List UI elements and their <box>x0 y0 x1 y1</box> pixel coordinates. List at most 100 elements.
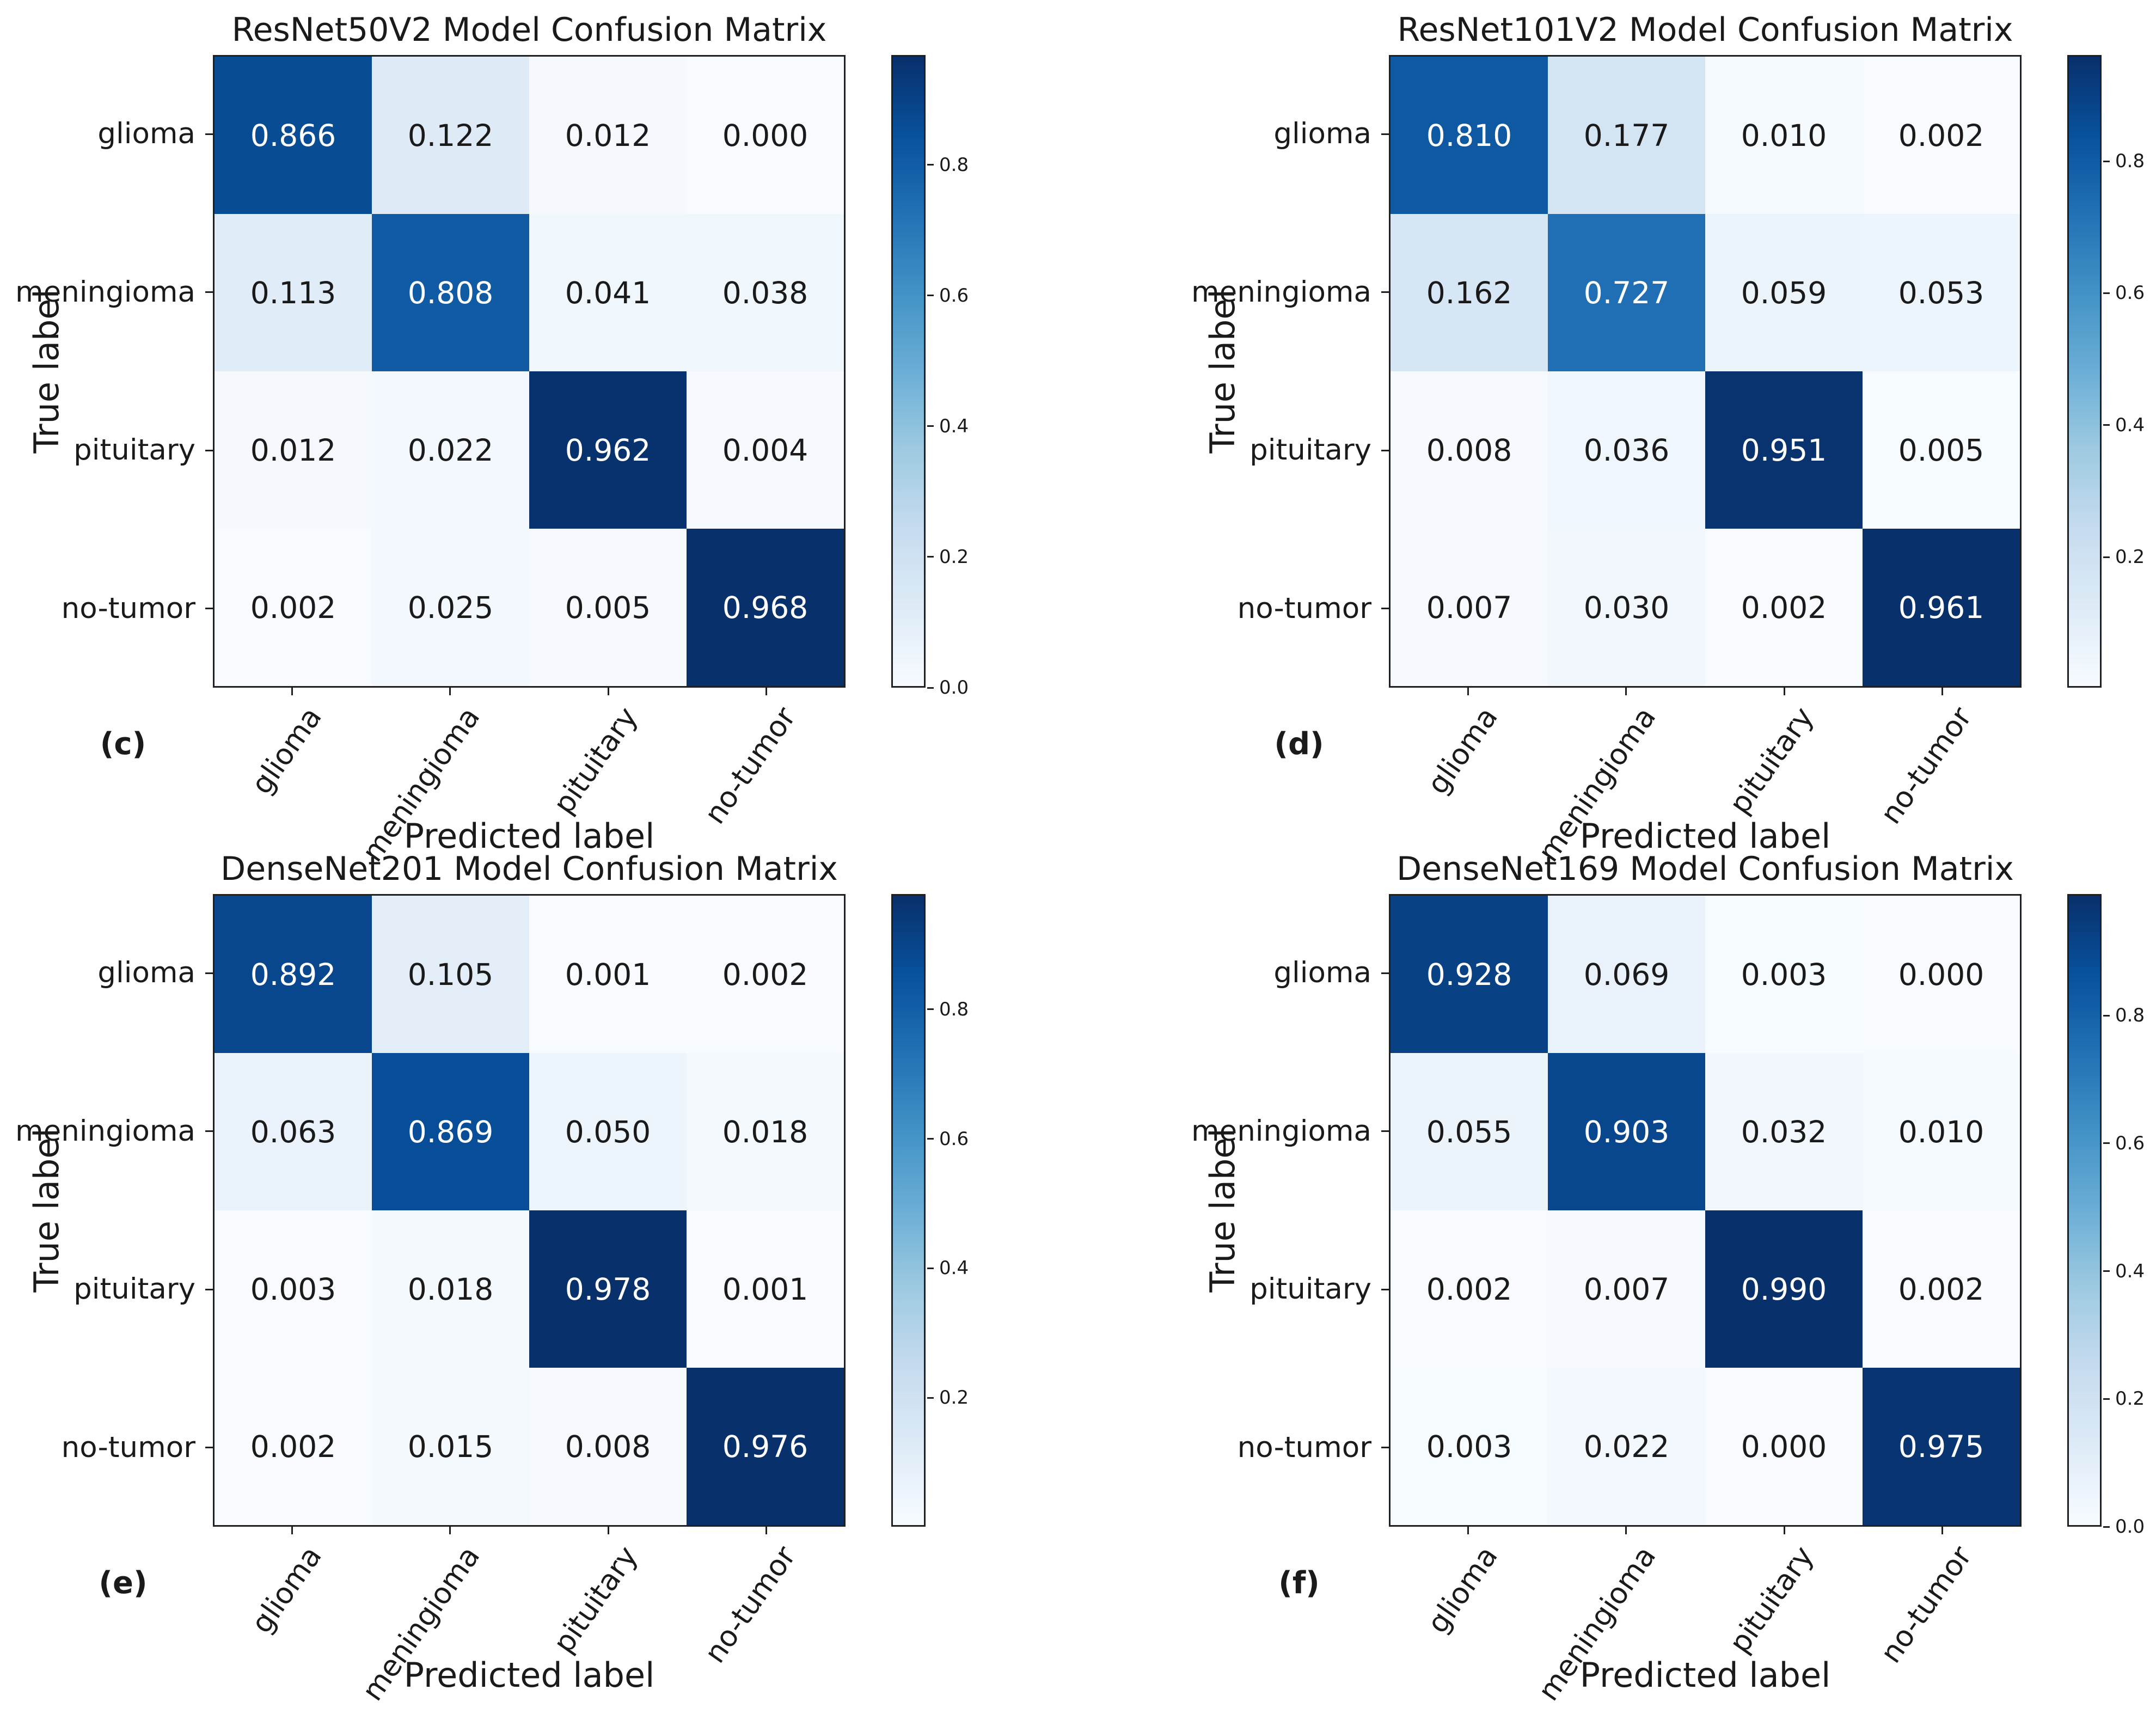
matrix-cell-r2c3: 0.002 <box>1863 1210 2020 1368</box>
y-tickmark <box>205 449 213 451</box>
x-axis-label: Predicted label <box>403 816 655 856</box>
y-tickmark <box>1381 1447 1389 1449</box>
matrix-cell-r1c0: 0.113 <box>215 214 372 371</box>
y-tickmark <box>1381 972 1389 974</box>
heatmap-grid: 0.928 0.069 0.003 0.000 0.055 0.903 0.032 0.010… <box>1389 894 2022 1527</box>
colorbar-tickmark <box>927 1008 934 1011</box>
y-axis-label: True label <box>1203 289 1242 454</box>
matrix-cell-r3c1: 0.030 <box>1548 529 1705 686</box>
matrix-cell-r2c0: 0.008 <box>1391 371 1548 529</box>
colorbar <box>891 894 926 1527</box>
x-tickmark <box>1467 1527 1469 1534</box>
matrix-cell-r0c3: 0.002 <box>687 896 844 1053</box>
colorbar-tickmark <box>927 556 934 558</box>
matrix-cell-r3c3: 0.975 <box>1863 1368 2020 1525</box>
colorbar-tickmark <box>927 1267 934 1269</box>
heatmap-grid: 0.810 0.177 0.010 0.002 0.162 0.727 0.059 0.053… <box>1389 55 2022 688</box>
colorbar-tick-label: 0.8 <box>939 998 969 1020</box>
xtick-pituitary: pituitary <box>547 1540 645 1660</box>
colorbar-tick-label: 0.4 <box>939 415 969 437</box>
colorbar <box>2067 55 2102 688</box>
colorbar-tickmark <box>927 1397 934 1399</box>
x-tickmark <box>1941 688 1944 695</box>
matrix-cell-r3c0: 0.002 <box>215 1368 372 1525</box>
y-axis-label: True label <box>1203 1128 1242 1293</box>
colorbar-tickmark <box>927 164 934 166</box>
colorbar-tickmark <box>2103 160 2110 162</box>
matrix-cell-r3c2: 0.002 <box>1705 529 1863 686</box>
y-tickmark <box>205 1447 213 1449</box>
y-tickmark <box>205 608 213 610</box>
x-tickmark <box>607 688 609 695</box>
matrix-cell-r0c1: 0.069 <box>1548 896 1705 1053</box>
xtick-no-tumor: no-tumor <box>698 1540 803 1669</box>
colorbar-tickmark <box>2103 1398 2110 1400</box>
y-tickmark <box>1381 449 1389 451</box>
xtick-no-tumor: no-tumor <box>1874 1540 1979 1669</box>
y-tickmark <box>1381 1288 1389 1290</box>
colorbar-tick-label: 0.4 <box>2115 414 2145 436</box>
matrix-cell-r3c1: 0.025 <box>372 529 529 686</box>
matrix-cell-r2c2: 0.990 <box>1705 1210 1863 1368</box>
x-axis-label: Predicted label <box>1579 1655 1831 1695</box>
colorbar-tick-label: 0.6 <box>939 1128 969 1150</box>
colorbar <box>2067 894 2102 1527</box>
matrix-cell-r0c0: 0.810 <box>1391 57 1548 214</box>
colorbar-tickmark <box>2103 556 2110 558</box>
xtick-glioma: glioma <box>1420 701 1504 800</box>
matrix-cell-r0c0: 0.928 <box>1391 896 1548 1053</box>
matrix-cell-r3c3: 0.968 <box>687 529 844 686</box>
matrix-cell-r3c0: 0.002 <box>215 529 372 686</box>
chart-title: ResNet50V2 Model Confusion Matrix <box>231 11 827 49</box>
x-tickmark <box>607 1527 609 1534</box>
ytick-glioma: glioma <box>97 956 195 990</box>
colorbar <box>891 55 926 688</box>
x-tickmark <box>1783 1527 1785 1534</box>
y-axis-label: True label <box>27 1128 66 1293</box>
x-tickmark <box>765 1527 768 1534</box>
y-tickmark <box>205 1130 213 1133</box>
colorbar-tickmark <box>2103 292 2110 294</box>
ytick-no-tumor: no-tumor <box>1237 1430 1371 1464</box>
ytick-pituitary: pituitary <box>1250 433 1371 467</box>
ytick-no-tumor: no-tumor <box>61 1430 195 1464</box>
matrix-cell-r2c1: 0.007 <box>1548 1210 1705 1368</box>
panel-letter-f: (f) <box>1278 1565 1320 1601</box>
matrix-cell-r1c3: 0.053 <box>1863 214 2020 371</box>
panel-letter-c: (c) <box>100 726 146 762</box>
y-axis-label: True label <box>27 289 66 454</box>
heatmap-grid: 0.892 0.105 0.001 0.002 0.063 0.869 0.050 0.018… <box>213 894 846 1527</box>
matrix-cell-r2c1: 0.022 <box>372 371 529 529</box>
xtick-glioma: glioma <box>1420 1540 1504 1639</box>
colorbar-tickmark <box>927 1138 934 1140</box>
matrix-cell-r3c2: 0.008 <box>529 1368 687 1525</box>
colorbar-tickmark <box>2103 1270 2110 1272</box>
chart-title: DenseNet169 Model Confusion Matrix <box>1396 850 2014 888</box>
matrix-cell-r2c0: 0.012 <box>215 371 372 529</box>
colorbar-tickmark <box>927 687 934 689</box>
matrix-cell-r0c3: 0.002 <box>1863 57 2020 214</box>
x-tickmark <box>1467 688 1469 695</box>
matrix-cell-r3c1: 0.022 <box>1548 1368 1705 1525</box>
xtick-no-tumor: no-tumor <box>698 701 803 830</box>
colorbar-tickmark <box>2103 1526 2110 1528</box>
matrix-cell-r3c0: 0.003 <box>1391 1368 1548 1525</box>
matrix-cell-r1c1: 0.869 <box>372 1053 529 1210</box>
matrix-cell-r2c1: 0.018 <box>372 1210 529 1368</box>
y-tickmark <box>1381 1130 1389 1133</box>
colorbar-tick-label: 0.6 <box>2115 282 2145 304</box>
x-tickmark <box>1625 1527 1627 1534</box>
matrix-cell-r2c3: 0.004 <box>687 371 844 529</box>
matrix-cell-r3c3: 0.976 <box>687 1368 844 1525</box>
matrix-cell-r3c3: 0.961 <box>1863 529 2020 686</box>
colorbar-tick-label: 0.2 <box>2115 1388 2145 1410</box>
ytick-meningioma: meningioma <box>1191 1114 1371 1148</box>
ytick-pituitary: pituitary <box>1250 1272 1371 1306</box>
ytick-meningioma: meningioma <box>1191 275 1371 309</box>
matrix-cell-r1c0: 0.063 <box>215 1053 372 1210</box>
ytick-glioma: glioma <box>97 117 195 151</box>
xtick-pituitary: pituitary <box>1723 1540 1821 1660</box>
colorbar-tick-label: 0.2 <box>939 546 969 568</box>
matrix-cell-r0c1: 0.122 <box>372 57 529 214</box>
